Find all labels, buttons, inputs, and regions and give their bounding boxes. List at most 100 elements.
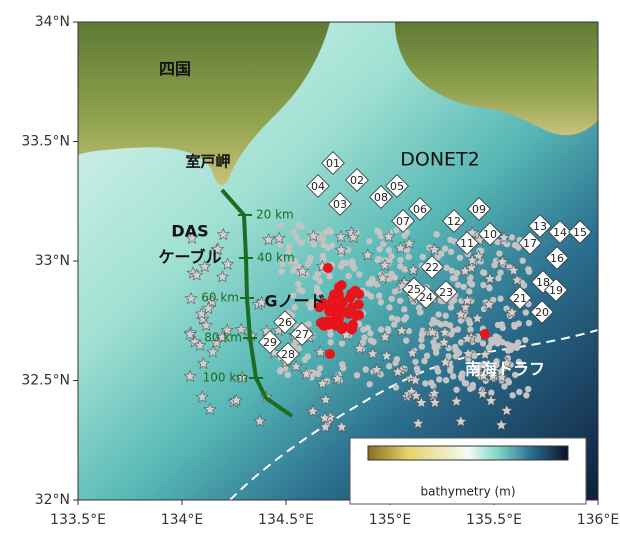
event-star	[206, 345, 220, 358]
station-marker	[385, 174, 409, 198]
event-dot	[319, 252, 326, 259]
y-tick-label: 32.5°N	[21, 373, 70, 389]
event-star	[478, 347, 492, 361]
event-star	[427, 386, 441, 400]
event-dot	[291, 304, 298, 311]
cable-label: DAS	[171, 222, 208, 241]
event-dot	[298, 223, 305, 230]
event-star	[391, 365, 405, 378]
event-dot	[320, 241, 327, 249]
event-star	[437, 335, 451, 348]
event-star	[428, 396, 442, 409]
station-marker	[467, 197, 491, 221]
event-dot	[388, 270, 395, 277]
event-dot	[466, 319, 474, 327]
event-red	[325, 349, 335, 359]
event-dot	[477, 362, 484, 369]
event-red	[354, 289, 365, 300]
event-red	[336, 324, 347, 335]
event-dot	[299, 287, 306, 295]
event-dot	[374, 227, 381, 235]
cable-km-label: 20 km	[256, 208, 294, 222]
event-dot	[327, 339, 334, 346]
event-dot	[419, 253, 426, 261]
event-dot	[376, 245, 383, 253]
station-marker	[408, 197, 432, 221]
event-star	[234, 322, 248, 336]
event-star	[313, 345, 327, 358]
kii-land	[395, 22, 598, 136]
event-star	[458, 300, 472, 313]
station-marker	[530, 300, 554, 324]
station-label: 22	[425, 261, 439, 274]
event-dot	[428, 320, 436, 328]
event-dot	[433, 365, 440, 372]
event-dot	[405, 327, 413, 335]
event-dot	[460, 283, 467, 290]
event-dot	[295, 280, 302, 288]
event-dot	[360, 326, 367, 333]
event-dot	[401, 266, 409, 273]
event-star	[460, 332, 474, 345]
event-star	[477, 369, 491, 382]
event-dot	[442, 312, 449, 319]
event-star	[319, 420, 332, 433]
event-dot	[289, 267, 297, 274]
event-dot	[461, 379, 469, 387]
station-label: 29	[263, 336, 277, 349]
event-dot	[524, 385, 532, 393]
event-red	[317, 299, 328, 310]
event-red	[323, 263, 333, 273]
event-dot	[454, 326, 462, 333]
event-dot	[480, 281, 487, 289]
event-star	[409, 389, 423, 402]
event-dot	[448, 267, 456, 274]
station-marker	[548, 220, 572, 244]
event-dot	[443, 264, 450, 271]
station-label: 21	[513, 292, 527, 305]
station-label: 26	[278, 316, 292, 329]
event-dot	[501, 383, 508, 390]
event-dot	[466, 279, 474, 286]
event-dot	[489, 296, 497, 304]
event-dot	[316, 365, 324, 372]
station-label: 10	[483, 228, 497, 241]
event-dot	[289, 292, 297, 299]
event-red	[333, 289, 344, 300]
station-marker	[434, 280, 458, 304]
event-dot	[322, 229, 329, 236]
y-tick-label: 32°N	[35, 492, 70, 508]
event-dot	[525, 319, 533, 327]
event-star	[366, 347, 380, 360]
event-dot	[310, 241, 318, 248]
event-dot	[401, 306, 408, 313]
event-red	[338, 306, 349, 317]
event-dot	[337, 263, 345, 270]
event-dot	[290, 228, 297, 235]
event-star	[470, 363, 484, 376]
event-star	[216, 227, 230, 241]
labels: 四国 室戸岬 DONET2 DAS ケーブル Gノード 南海トラフ	[158, 60, 545, 379]
event-dot	[511, 323, 518, 330]
station-marker	[568, 220, 592, 244]
event-dot	[504, 341, 511, 348]
event-star	[494, 418, 508, 431]
event-star	[196, 356, 210, 370]
event-red	[315, 317, 326, 328]
event-red	[326, 298, 337, 309]
event-dot	[397, 297, 404, 304]
station-label: 16	[550, 252, 564, 265]
event-dot	[345, 272, 352, 280]
event-dot	[447, 236, 454, 244]
event-dot	[453, 269, 461, 277]
event-star	[484, 394, 498, 407]
event-dot	[509, 392, 516, 399]
event-dot	[376, 292, 383, 299]
event-dot	[433, 231, 440, 238]
event-star	[406, 263, 420, 276]
event-dot	[392, 384, 400, 391]
event-dot	[508, 234, 516, 241]
event-dot	[392, 359, 399, 367]
station-label: 06	[413, 203, 427, 216]
event-dot	[493, 361, 500, 369]
